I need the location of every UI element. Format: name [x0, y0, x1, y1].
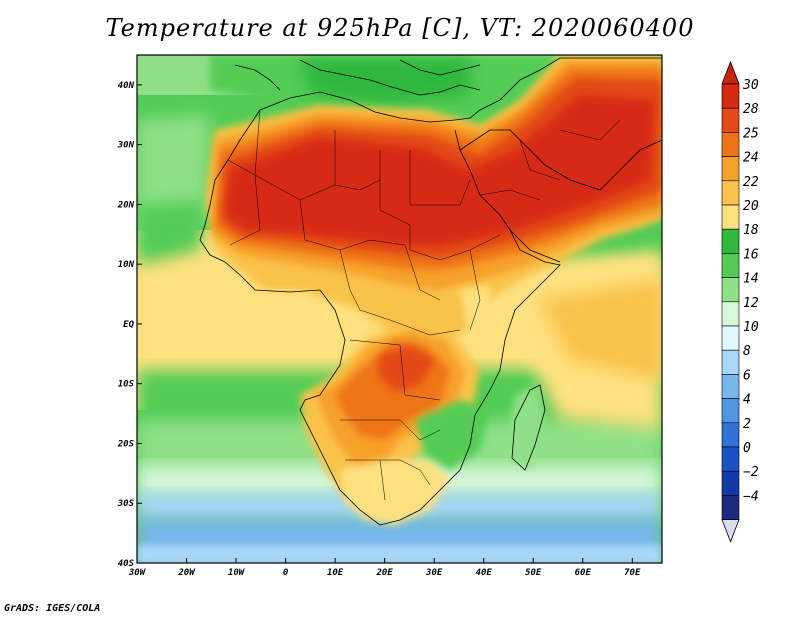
lon-tick-label: 10E [327, 568, 344, 578]
colorbar-swatch [721, 398, 740, 424]
colorbar-swatch [721, 422, 740, 448]
colorbar-label: 28 [743, 102, 759, 117]
colorbar-label: 30 [742, 78, 759, 93]
colorbar-swatch [721, 83, 740, 109]
colorbar-swatch [721, 228, 740, 254]
colorbar-swatch [721, 253, 740, 278]
lat-tick-label: 30N [117, 141, 135, 151]
lon-tick-label: 10W [228, 568, 246, 578]
colorbar-swatch [721, 325, 740, 351]
colorbar-label: 18 [743, 223, 759, 238]
temperature-field [137, 55, 662, 563]
lat-tick-label: 40S [118, 559, 135, 569]
colorbar-swatch [721, 470, 740, 496]
colorbar-swatch [721, 107, 740, 133]
colorbar-label: 6 [743, 368, 751, 383]
colorbar-bottom-arrow [721, 519, 740, 543]
map-title: Temperature at 925hPa [C], VT: 202006040… [105, 14, 695, 42]
colorbar-swatch [721, 277, 740, 303]
lon-tick-label: 20E [376, 568, 394, 578]
lon-tick-label: 0 [283, 568, 289, 578]
lat-tick-label: 20S [117, 439, 135, 449]
colorbar-top-arrow [721, 60, 740, 85]
lat-tick-label: 10S [118, 380, 135, 390]
colorbar-swatch [721, 301, 740, 327]
colorbar-swatch [721, 204, 740, 230]
lat-tick-label: 40N [118, 81, 135, 91]
lon-tick-label: 20W [177, 568, 196, 578]
colorbar-label: 8 [743, 344, 751, 359]
lat-tick-label: 30S [117, 499, 135, 509]
coastlines [199, 57, 662, 526]
lat-tick-label: 20N [117, 200, 135, 210]
colorbar-swatch [721, 374, 740, 399]
colorbar-label: −2 [743, 465, 759, 480]
country-borders [227, 109, 621, 501]
lon-tick-label: 70E [624, 568, 641, 578]
colorbar-swatch [721, 349, 740, 375]
colorbar-label: −4 [743, 489, 759, 504]
lon-tick-label: 30E [425, 568, 443, 578]
lat-tick-label: 10N [118, 260, 135, 270]
colorbar-label: 25 [743, 126, 759, 141]
colorbar-label: 22 [743, 175, 759, 190]
lon-tick-label: 50E [525, 568, 542, 578]
colorbar-swatch [721, 180, 740, 206]
colorbar-label: 14 [743, 272, 759, 287]
plot-frame [136, 54, 663, 564]
lat-tick-label: EQ [123, 320, 134, 330]
colorbar-label: 10 [743, 320, 759, 335]
lon-tick-label: 30W [128, 568, 147, 578]
colorbar-swatch [721, 132, 740, 157]
colorbar-label: 16 [743, 247, 759, 262]
colorbar-swatch [721, 495, 740, 520]
colorbar-label: 12 [743, 296, 759, 311]
axis-ticks: 30W 20W 10W 0 10E 20E 30E 40E 50E 60E 70E 40N 30N 20N… [117, 81, 641, 578]
colorbar-label: 4 [743, 393, 751, 408]
colorbar-label: 2 [743, 417, 751, 432]
lon-tick-label: 60E [575, 568, 592, 578]
colorbar-swatch [721, 156, 740, 182]
colorbar-swatch [721, 446, 740, 472]
credit-label: GrADS: IGES/COLA [4, 603, 101, 614]
lon-tick-label: 40E [476, 568, 493, 578]
colorbar-label: 0 [743, 441, 751, 456]
colorbar-label: 24 [743, 151, 759, 166]
colorbar-label: 20 [743, 199, 759, 214]
